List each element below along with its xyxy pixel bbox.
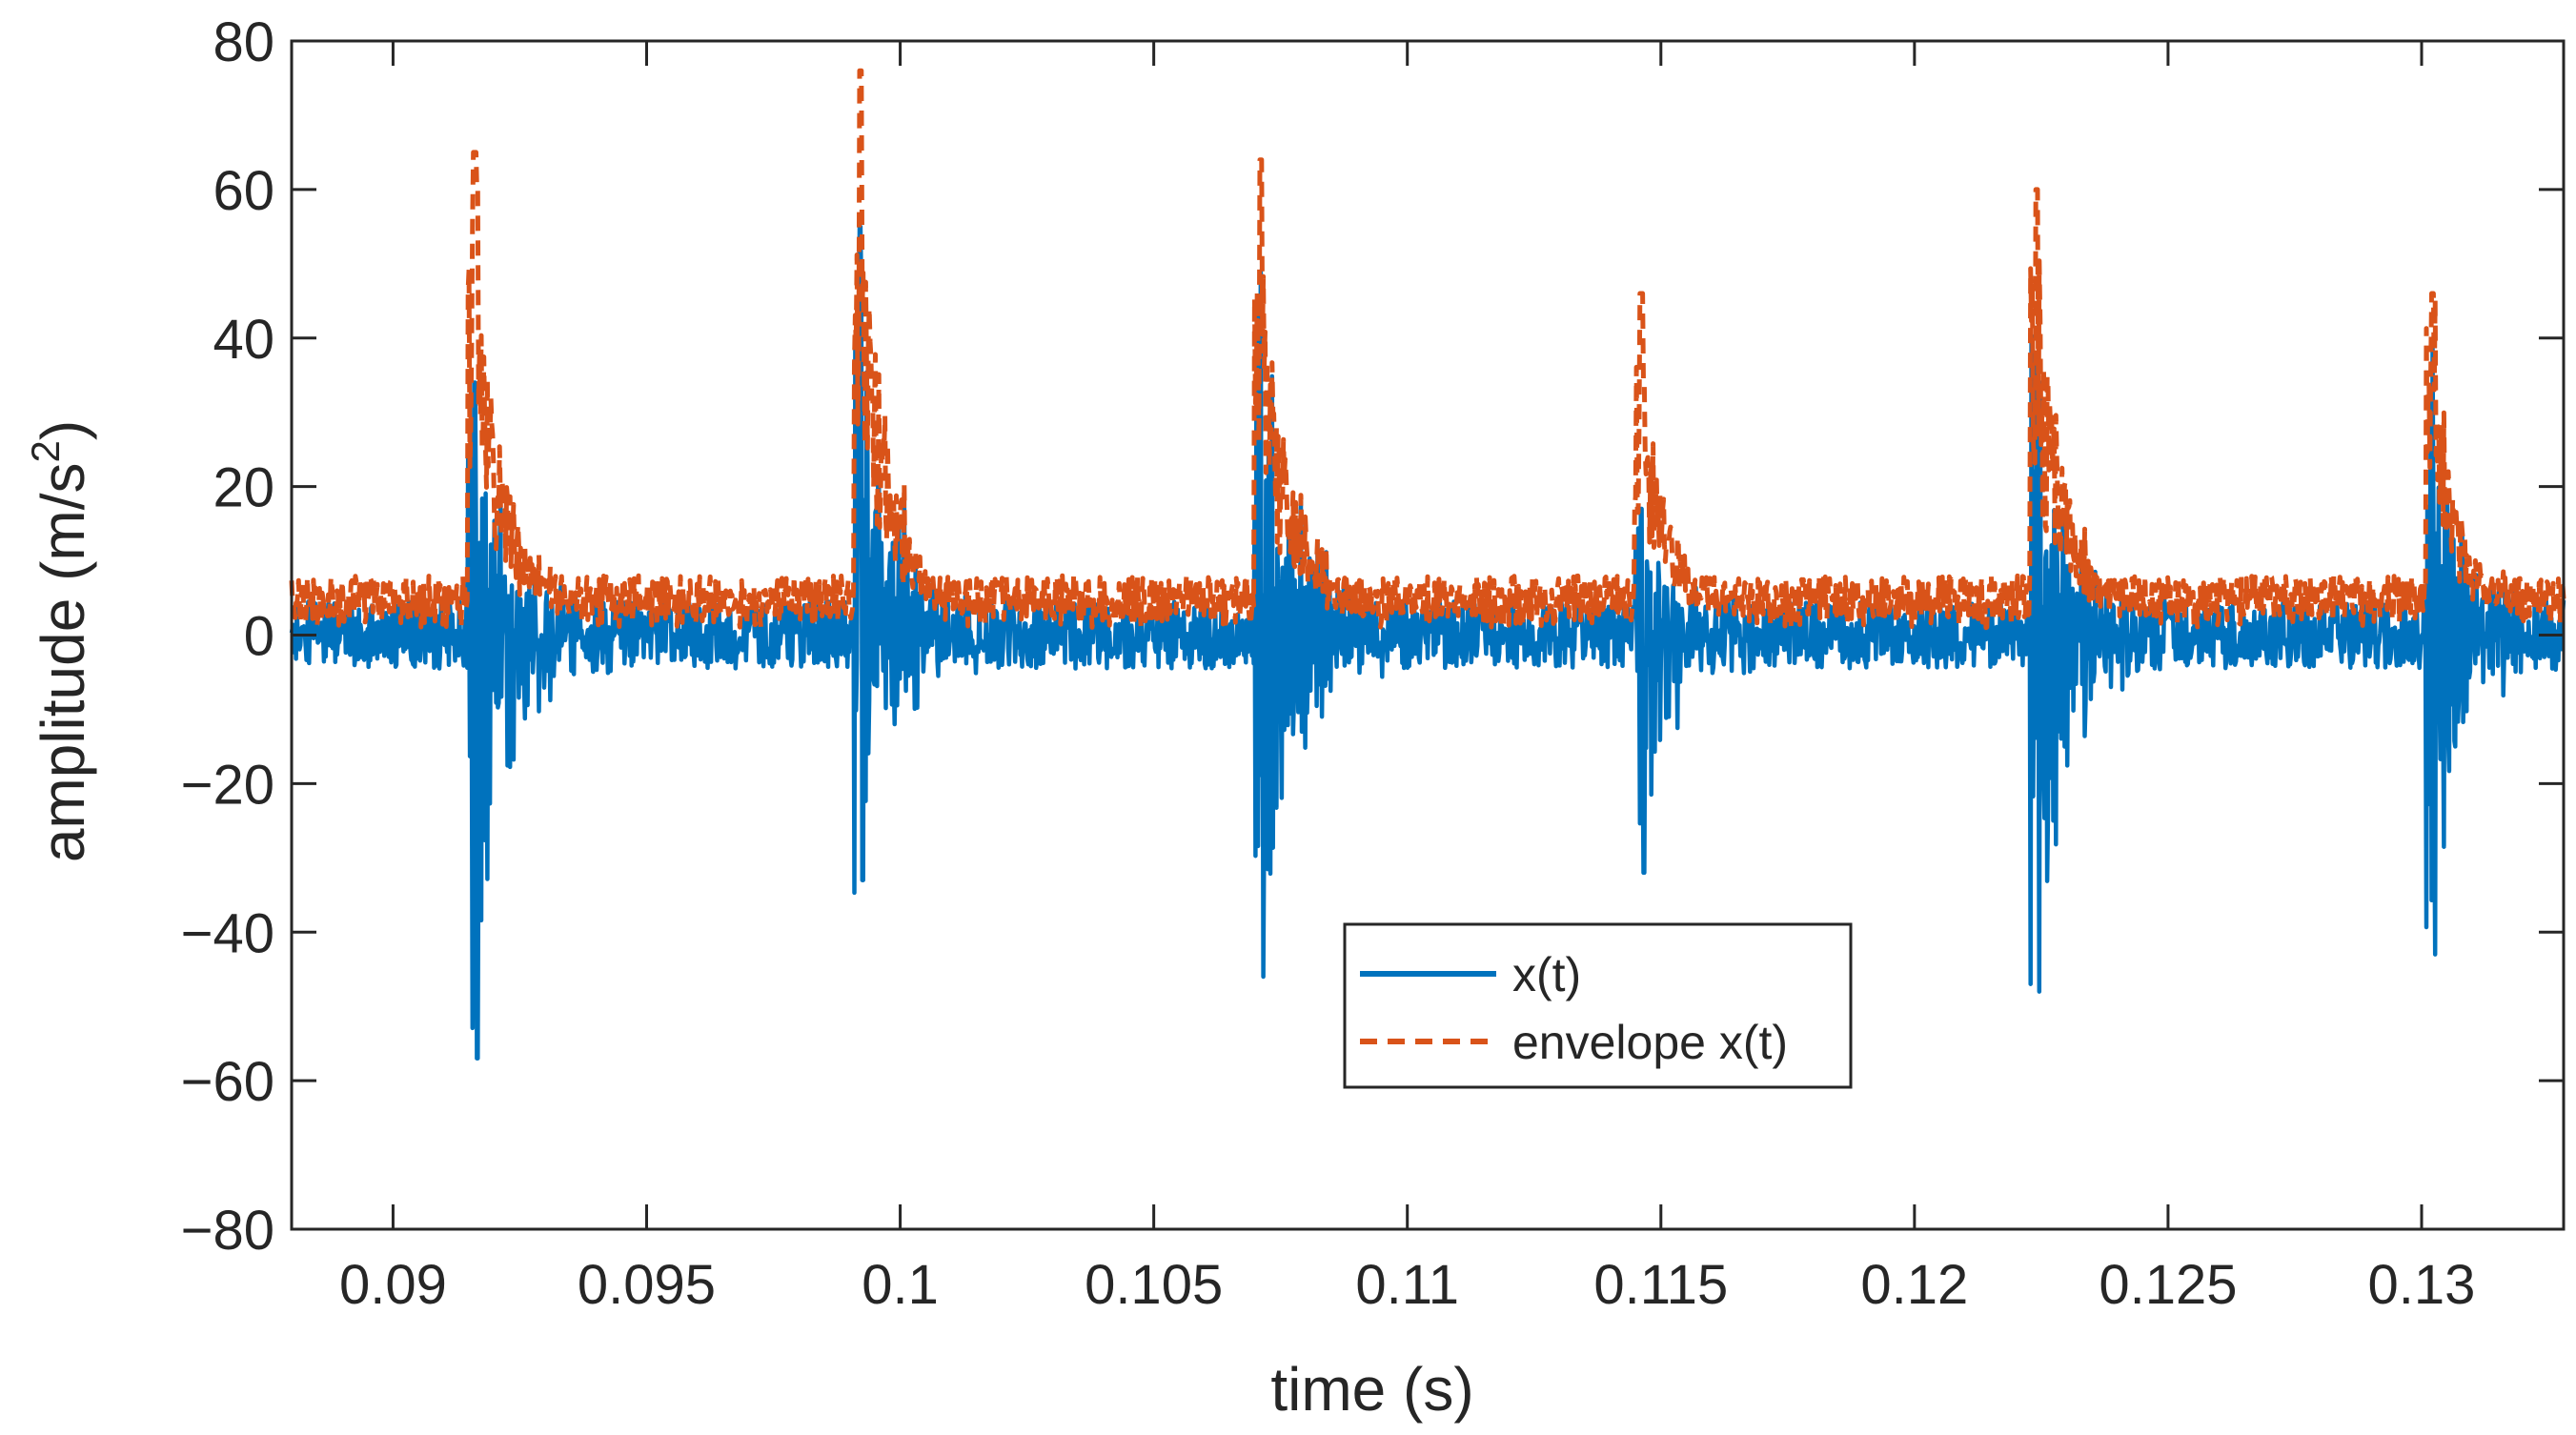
- x-tick-label: 0.115: [1593, 1254, 1728, 1316]
- y-tick-label: −60: [181, 1051, 274, 1113]
- y-tick-label: −80: [181, 1200, 274, 1262]
- y-tick-label: 80: [213, 11, 274, 73]
- y-axis-title-close: ): [29, 420, 97, 440]
- y-axis-title-main: amplitude (m/s: [29, 462, 97, 862]
- y-axis-title: amplitude (m/s2): [23, 420, 97, 862]
- y-tick-label: 20: [213, 457, 274, 519]
- series-line-envelope: [289, 68, 2566, 631]
- x-tick-label: 0.09: [339, 1254, 447, 1316]
- series-layer: [289, 68, 2566, 1061]
- x-tick-label: 0.12: [1860, 1254, 1968, 1316]
- y-axis-title-superscript: 2: [23, 440, 68, 462]
- y-tick-label: 40: [213, 309, 274, 371]
- x-tick-label: 0.13: [2368, 1254, 2476, 1316]
- legend: x(t) envelope x(t): [1343, 922, 1853, 1089]
- legend-box: [1343, 922, 1853, 1089]
- y-tick-label: 60: [213, 160, 274, 222]
- legend-label-x: x(t): [1512, 948, 1581, 1001]
- x-tick-label: 0.105: [1085, 1254, 1223, 1316]
- x-axis-title: time (s): [1270, 1355, 1473, 1424]
- legend-label-envelope: envelope x(t): [1512, 1016, 1788, 1069]
- y-tick-label: 0: [244, 606, 274, 668]
- y-tick-label: −40: [181, 902, 274, 964]
- x-tick-label: 0.125: [2099, 1254, 2237, 1316]
- x-tick-label: 0.095: [578, 1254, 716, 1316]
- x-tick-label: 0.11: [1355, 1254, 1459, 1316]
- x-tick-label: 0.1: [862, 1254, 939, 1316]
- y-tick-label: −20: [181, 754, 274, 816]
- ticks-layer: 0.09 0.095 0.1 0.105 0.11 0.115 0.12 0.125 0.13 −…: [181, 11, 2564, 1316]
